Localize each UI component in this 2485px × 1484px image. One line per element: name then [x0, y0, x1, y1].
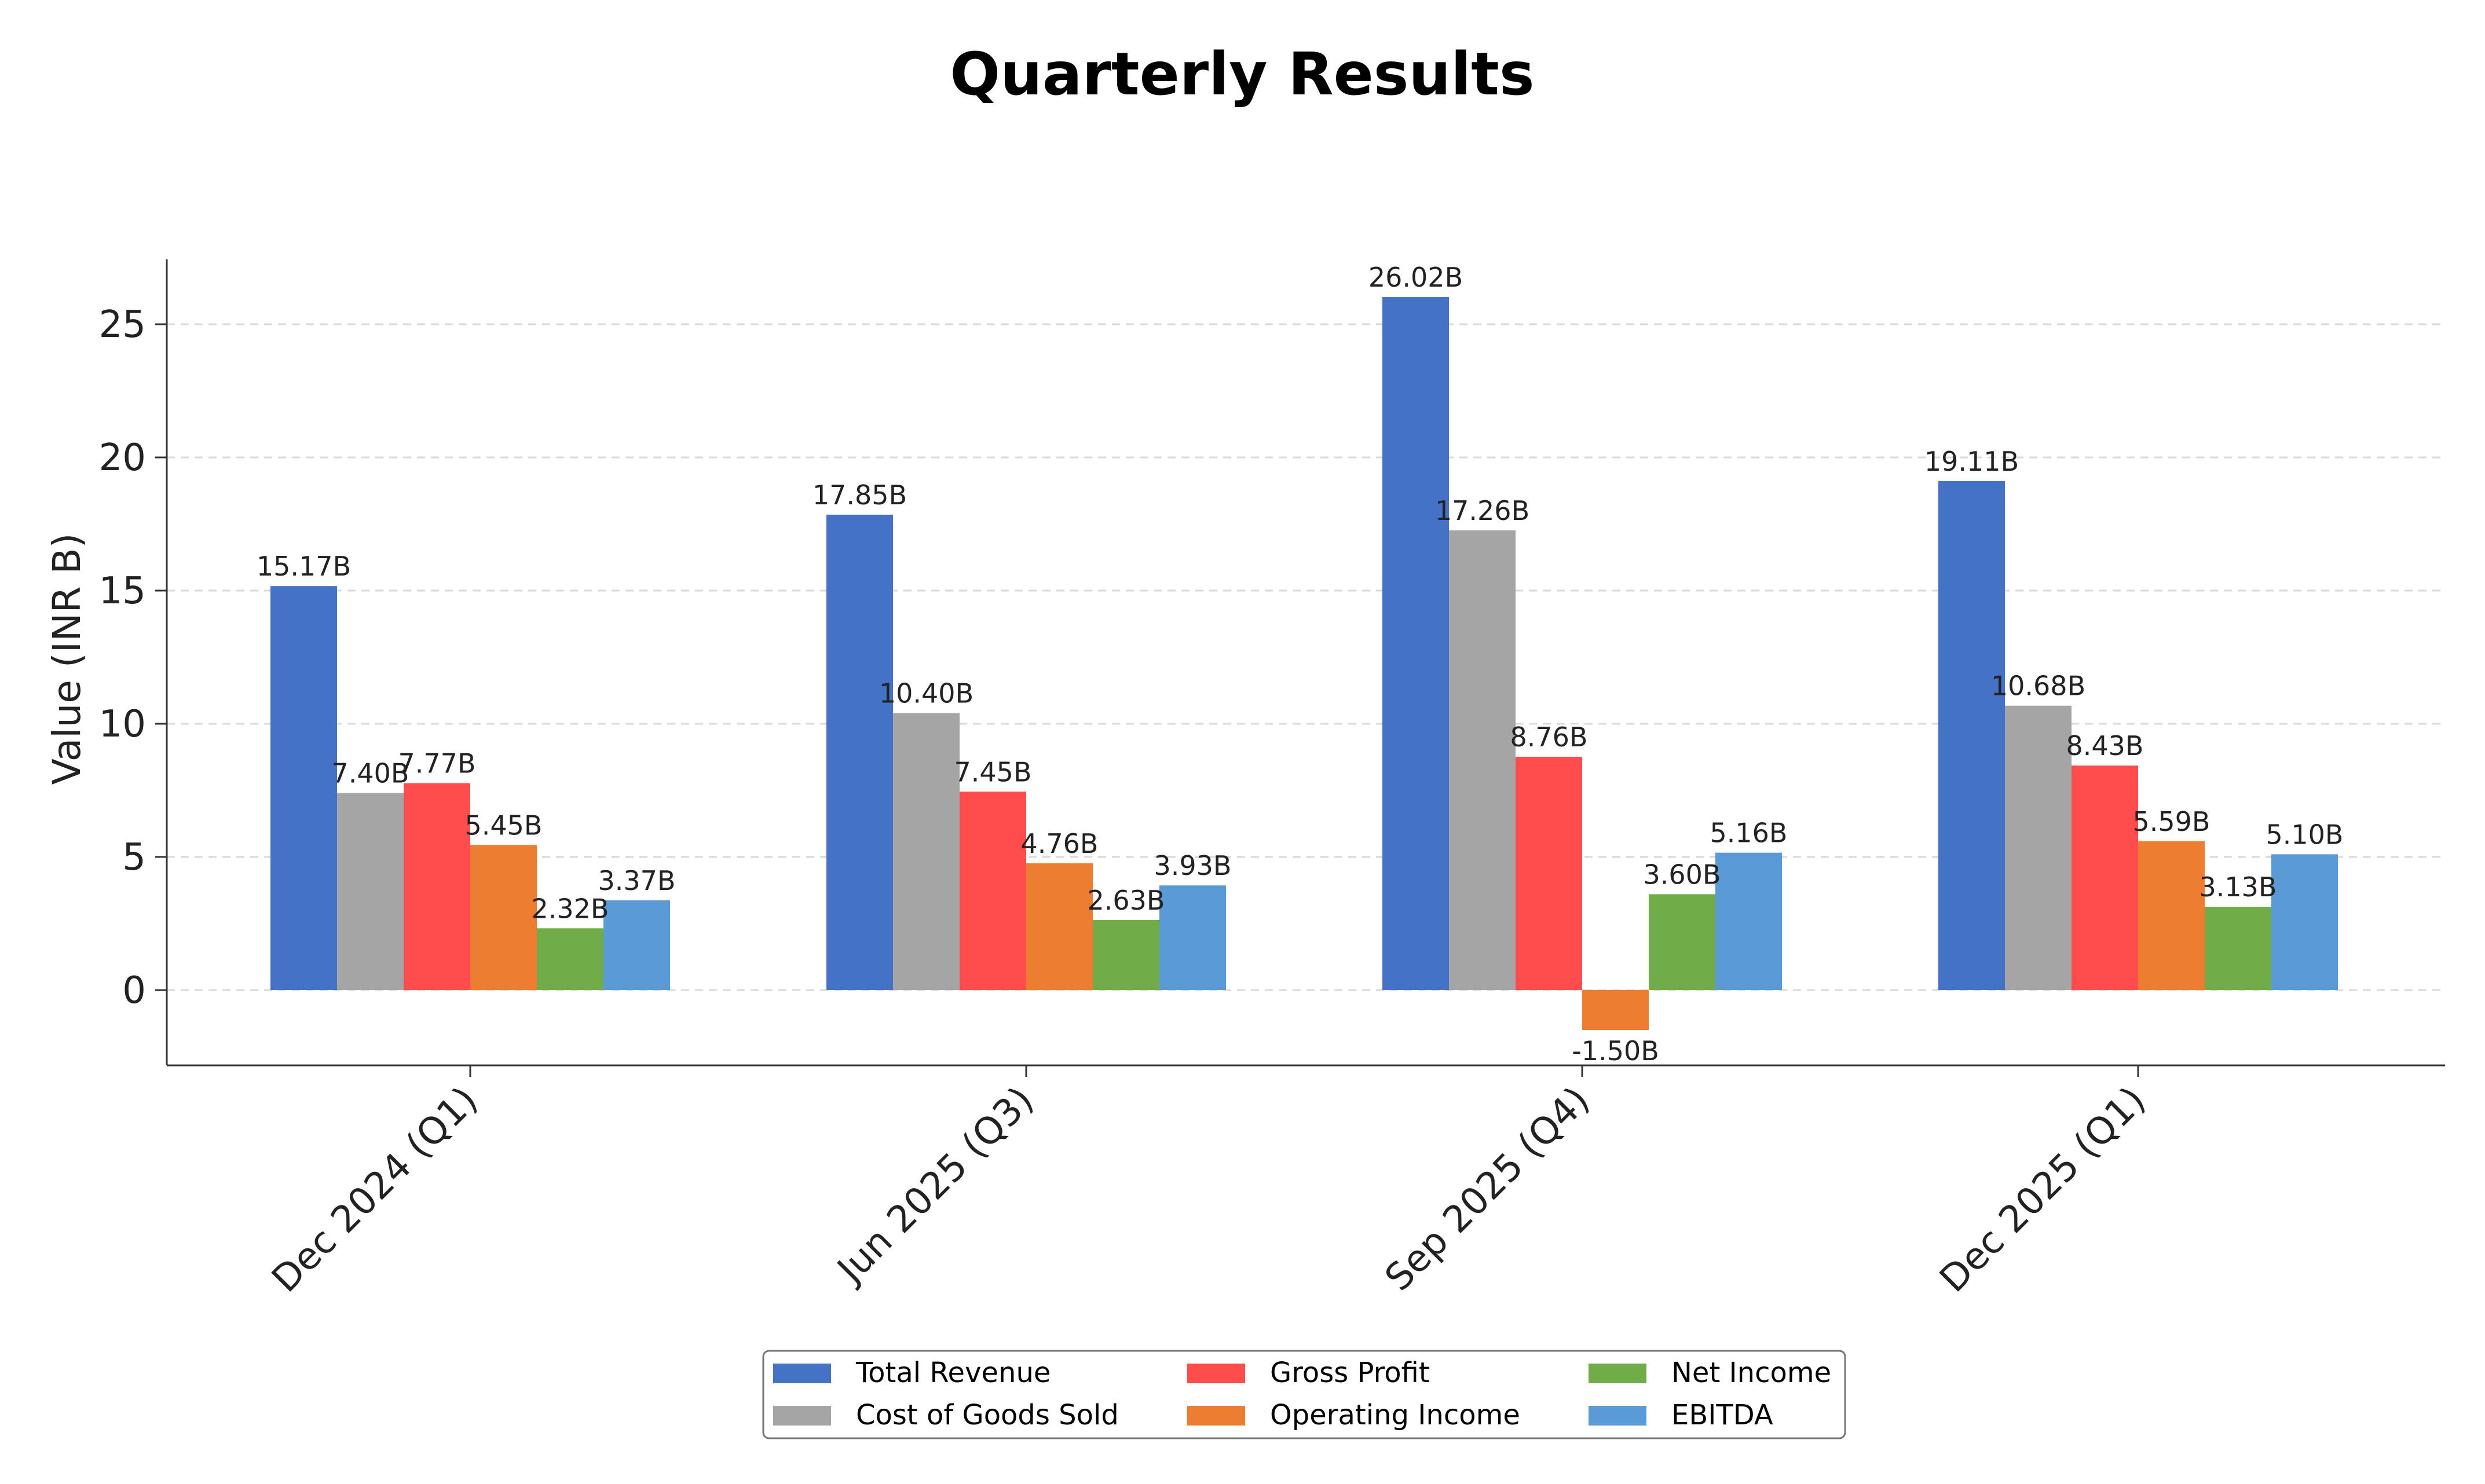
x-tick-label: Dec 2024 (Q1): [264, 1079, 486, 1301]
legend-box: [762, 1350, 1846, 1439]
y-tick-label: 5: [122, 836, 146, 879]
bar-ebitda-2: [1159, 885, 1226, 990]
y-tick-label: 25: [99, 303, 146, 346]
bar-gross-profit-1: [404, 783, 470, 990]
data-label: 8.76B: [1510, 721, 1588, 753]
legend-swatch-gross-profit: [1187, 1364, 1245, 1383]
bar-cost-of-goods-sold-3: [1449, 530, 1516, 990]
data-label: 4.76B: [1021, 828, 1099, 859]
legend-label-operating-income: Operating Income: [1270, 1399, 1520, 1431]
data-label: 17.26B: [1435, 495, 1529, 526]
y-tick-label: 15: [99, 570, 146, 613]
y-tick-label: 20: [99, 437, 146, 479]
data-label: 7.40B: [332, 758, 409, 789]
bar-net-income-4: [2205, 907, 2271, 990]
y-tick-label: 0: [122, 969, 146, 1012]
bar-total-revenue-3: [1382, 297, 1449, 990]
bar-ebitda-1: [603, 900, 670, 990]
legend-swatch-cost-of-goods-sold: [773, 1406, 831, 1426]
bar-cost-of-goods-sold-1: [337, 793, 404, 990]
data-label: 19.11B: [1924, 446, 2019, 477]
data-label: 15.17B: [257, 551, 351, 582]
legend-swatch-total-revenue: [773, 1364, 831, 1383]
data-label: -1.50B: [1572, 1035, 1659, 1067]
bar-gross-profit-4: [2072, 765, 2138, 990]
bar-ebitda-3: [1715, 852, 1782, 990]
data-label: 17.85B: [813, 479, 907, 511]
data-label: 5.16B: [1710, 818, 1788, 849]
y-tick-label: 10: [99, 703, 146, 746]
x-tick-label: Sep 2025 (Q4): [1377, 1079, 1598, 1299]
data-label: 2.63B: [1088, 885, 1165, 916]
legend-label-gross-profit: Gross Profit: [1270, 1357, 1430, 1389]
x-tick-label: Dec 2025 (Q1): [1932, 1079, 2154, 1301]
legend: Total Revenue Cost of Goods Sold Gross Pro…: [762, 1350, 1846, 1439]
bar-total-revenue-2: [826, 514, 893, 990]
bar-operating-income-4: [2138, 841, 2205, 990]
bar-cost-of-goods-sold-4: [2005, 705, 2072, 990]
data-label: 3.93B: [1154, 850, 1232, 881]
data-label: 5.59B: [2133, 806, 2210, 837]
data-label: 5.45B: [465, 809, 543, 841]
bar-gross-profit-2: [960, 792, 1026, 990]
data-label: 7.77B: [398, 748, 476, 779]
data-label: 2.32B: [532, 893, 609, 924]
bar-operating-income-3: [1582, 990, 1649, 1030]
bar-total-revenue-1: [270, 586, 337, 990]
data-label: 7.45B: [954, 756, 1032, 787]
data-label: 3.37B: [598, 865, 676, 896]
data-label: 3.60B: [1644, 859, 1721, 890]
data-label: 3.13B: [2199, 871, 2277, 903]
legend-swatch-net-income: [1589, 1364, 1646, 1383]
bar-cost-of-goods-sold-2: [893, 713, 960, 990]
data-label: 10.68B: [1991, 670, 2085, 702]
data-label: 8.43B: [2066, 730, 2144, 761]
bar-net-income-2: [1093, 920, 1159, 990]
legend-label-total-revenue: Total Revenue: [855, 1357, 1051, 1389]
x-tick-label: Jun 2025 (Q3): [828, 1079, 1042, 1293]
bars: [270, 297, 2338, 1030]
y-axis-label: Value (INR B): [45, 533, 89, 785]
bar-operating-income-2: [1026, 863, 1093, 990]
bar-net-income-3: [1649, 894, 1715, 990]
legend-label-net-income: Net Income: [1671, 1357, 1831, 1389]
data-label: 26.02B: [1368, 262, 1463, 293]
bar-net-income-1: [537, 928, 603, 990]
bar-total-revenue-4: [1938, 481, 2005, 990]
bar-operating-income-1: [470, 845, 537, 990]
legend-swatch-operating-income: [1187, 1406, 1245, 1426]
bar-gross-profit-3: [1516, 757, 1582, 990]
chart-title: Quarterly Results: [950, 40, 1534, 109]
legend-swatch-ebitda: [1589, 1406, 1646, 1426]
legend-label-ebitda: EBITDA: [1671, 1399, 1773, 1431]
bar-ebitda-4: [2271, 854, 2338, 990]
data-label: 5.10B: [2266, 819, 2344, 850]
data-label: 10.40B: [879, 678, 973, 709]
legend-label-cost-of-goods-sold: Cost of Goods Sold: [856, 1399, 1119, 1431]
